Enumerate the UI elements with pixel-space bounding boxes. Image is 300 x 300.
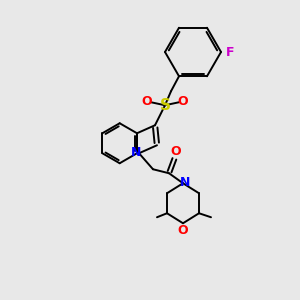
Text: F: F <box>226 46 235 59</box>
Text: N: N <box>180 176 190 189</box>
Text: O: O <box>142 95 152 108</box>
Text: O: O <box>171 145 181 158</box>
Text: O: O <box>178 95 188 108</box>
Text: S: S <box>160 98 170 113</box>
Text: N: N <box>131 146 141 159</box>
Text: O: O <box>178 224 188 237</box>
